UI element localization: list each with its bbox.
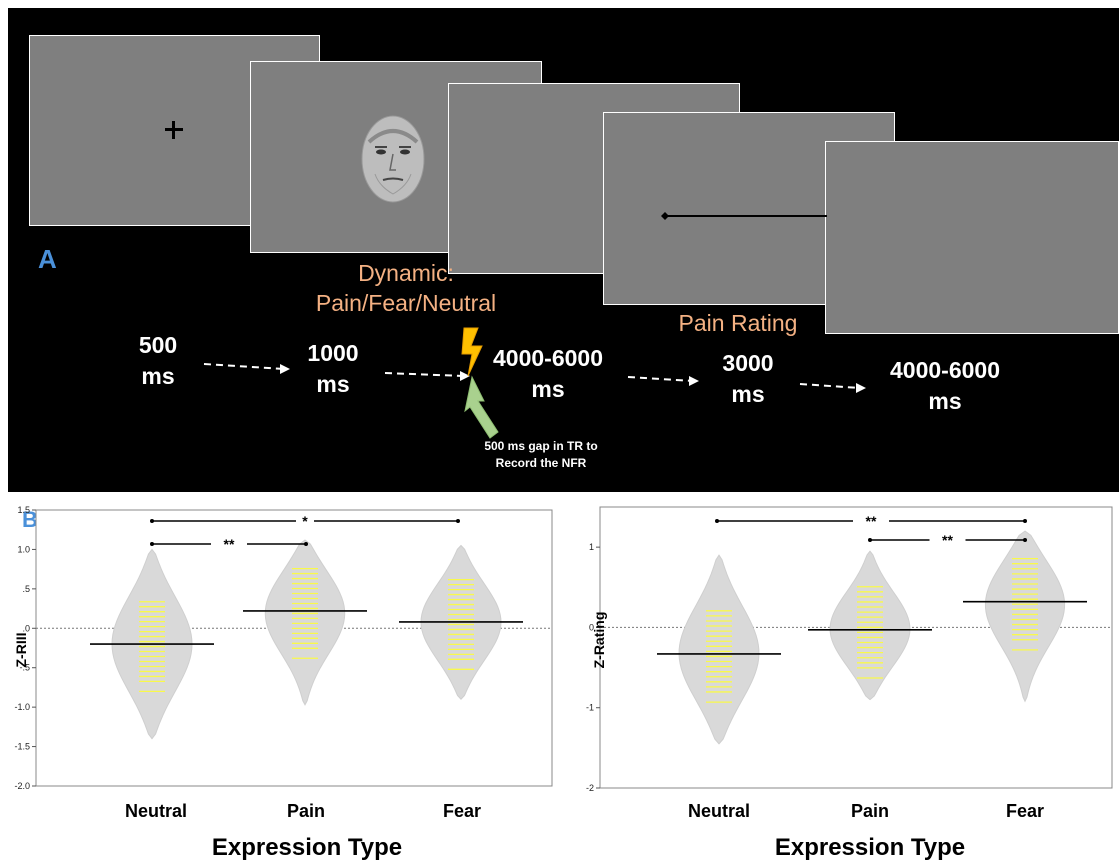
dynamic-label-line2: Pain/Fear/Neutral — [315, 290, 497, 316]
x-category-pain: Pain — [850, 801, 890, 821]
violin-plot-zrating: 1 0 -1 -2 ** ** — [586, 506, 1113, 793]
significance-bracket-label: ** — [866, 513, 877, 529]
violin-neutral — [678, 554, 760, 745]
dashed-arrow-icon — [627, 376, 694, 382]
y-tick-label: -1 — [586, 703, 594, 713]
timing-value: 4000-6000 — [493, 345, 603, 371]
x-category-fear: Fear — [1005, 801, 1045, 821]
panel-a-letter: A — [38, 244, 57, 274]
y-tick-label: 1.5 — [17, 505, 30, 515]
timing-value: 3000 — [722, 350, 774, 376]
y-tick-label: -1.0 — [14, 702, 30, 712]
y-tick-label: -2 — [586, 783, 594, 793]
y-tick-label: 1 — [589, 542, 594, 552]
panel-b-letter: B — [22, 507, 38, 532]
arrowhead-icon — [280, 364, 290, 374]
timing-blank: 4000-6000 ms — [473, 343, 623, 405]
significance-bracket-end — [304, 542, 308, 546]
violin-pain — [264, 539, 346, 706]
timing-unit: ms — [731, 381, 765, 407]
significance-bracket-end — [456, 519, 460, 523]
y-tick-label: 0 — [589, 622, 594, 632]
significance-bracket-end — [715, 519, 719, 523]
arrowhead-icon — [856, 383, 866, 393]
y-tick-label: -1.5 — [14, 742, 30, 752]
y-tick-label: -2.0 — [14, 781, 30, 791]
timing-fixation: 500 ms — [118, 330, 198, 392]
y-axis-title-zrating: Z-Rating — [591, 611, 607, 669]
timing-value: 4000-6000 — [890, 357, 1000, 383]
timing-value: 1000 — [307, 340, 359, 366]
fixation-cross-icon — [165, 121, 183, 139]
x-category-fear: Fear — [442, 801, 482, 821]
dashed-arrow-icon — [203, 363, 285, 370]
dashed-arrow-icon — [384, 372, 465, 377]
y-tick-label: -.5 — [19, 663, 30, 673]
timing-value: 500 — [138, 332, 178, 358]
timing-iti: 4000-6000 ms — [870, 355, 1020, 417]
x-category-neutral: Neutral — [124, 801, 188, 821]
dynamic-label: Dynamic: Pain/Fear/Neutral — [306, 258, 506, 318]
significance-bracket-end — [150, 519, 154, 523]
arrowhead-icon — [460, 371, 470, 381]
gap-note-line2: Record the NFR — [495, 456, 587, 470]
rating-scale-slider — [661, 212, 827, 220]
violin-pain — [829, 550, 911, 701]
arrowhead-icon — [689, 376, 699, 386]
timing-unit: ms — [141, 363, 175, 389]
significance-bracket-end — [1023, 538, 1027, 542]
iti-screen — [825, 141, 1119, 334]
timing-unit: ms — [531, 376, 565, 402]
significance-bracket-end — [1023, 519, 1027, 523]
dashed-arrow-icon — [799, 383, 861, 389]
x-axis-title-zriii: Expression Type — [211, 834, 403, 861]
significance-bracket-end — [150, 542, 154, 546]
timing-unit: ms — [316, 371, 350, 397]
timing-rating: 3000 ms — [708, 348, 788, 410]
gap-note-line1: 500 ms gap in TR to — [484, 439, 598, 453]
x-axis-title-zrating: Expression Type — [774, 834, 966, 861]
violin-fear — [984, 530, 1066, 703]
x-category-neutral: Neutral — [687, 801, 751, 821]
y-tick-label: 1.0 — [17, 544, 30, 554]
y-axis-title-zriii: Z-RIII — [13, 632, 29, 668]
violin-plot-zriii: 1.51.0.5.0-.5-1.0-1.5-2.0*** — [14, 505, 553, 791]
timing-face: 1000 ms — [293, 338, 373, 400]
pain-rating-label: Pain Rating — [678, 310, 798, 336]
x-category-pain: Pain — [286, 801, 326, 821]
trial-timeline-panel: A Dynamic: Pain/Fear/Neutral Pain Rating… — [8, 8, 1119, 492]
significance-bracket-label: ** — [942, 532, 953, 548]
significance-bracket-end — [868, 538, 872, 542]
timing-unit: ms — [928, 388, 962, 414]
y-tick-label: .5 — [22, 584, 30, 594]
significance-bracket-label: * — [302, 513, 308, 529]
face-image-icon — [361, 115, 425, 203]
dynamic-label-line1: Dynamic: — [358, 260, 454, 286]
y-tick-label: .0 — [22, 623, 30, 633]
significance-bracket-label: ** — [224, 536, 235, 552]
gap-note: 500 ms gap in TR to Record the NFR — [466, 438, 616, 472]
